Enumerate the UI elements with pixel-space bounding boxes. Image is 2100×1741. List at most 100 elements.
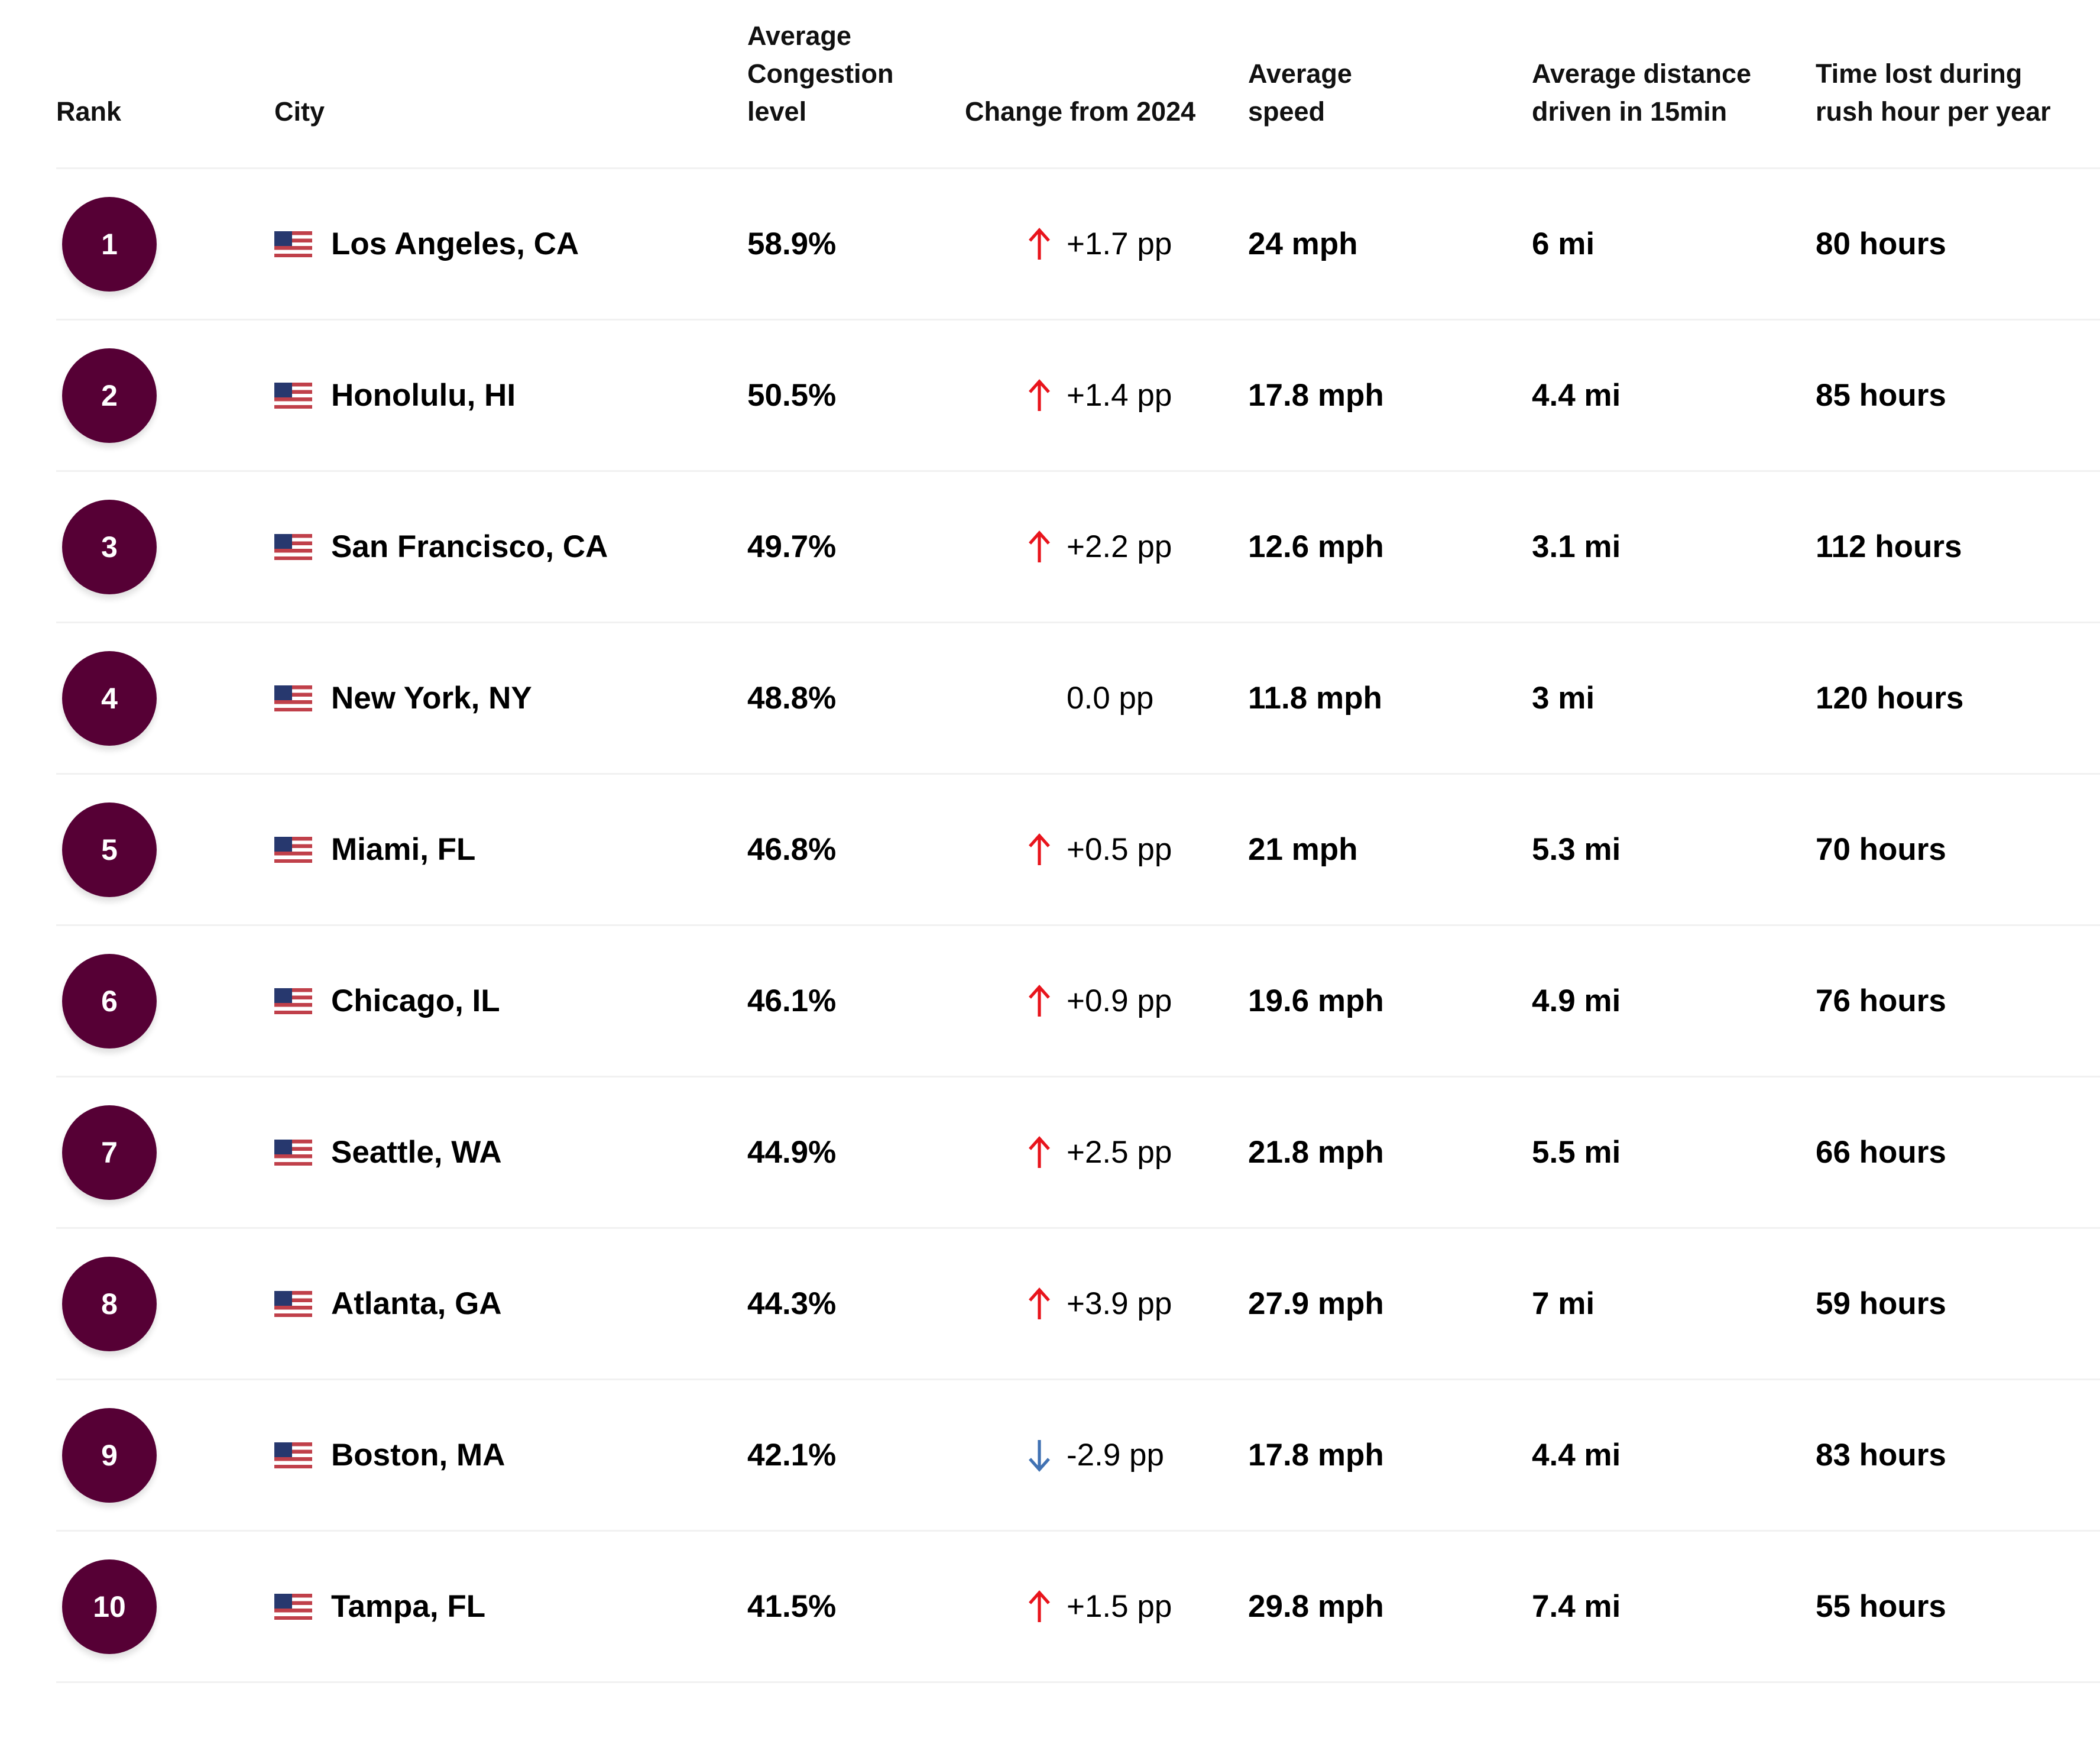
time-lost: 85 hours	[1816, 378, 1946, 413]
congestion-level: 48.8%	[747, 681, 837, 716]
average-speed: 21 mph	[1248, 832, 1358, 867]
city-cell: Miami, FL	[274, 775, 475, 924]
change-cell: 0.0 pp	[1028, 623, 1153, 773]
congestion-level: 44.3%	[747, 1286, 837, 1321]
city-cell: Seattle, WA	[274, 1077, 502, 1227]
change-value: +0.9 pp	[1067, 983, 1172, 1018]
header-city: City	[274, 96, 325, 127]
time-lost: 55 hours	[1816, 1589, 1946, 1624]
rank-badge: 7	[62, 1105, 157, 1200]
time-lost: 76 hours	[1816, 983, 1946, 1018]
header-line: Average	[747, 21, 851, 51]
city-cell: Boston, MA	[274, 1380, 505, 1530]
us-flag-icon	[274, 836, 312, 863]
rank-badge: 3	[62, 500, 157, 594]
header-speed: Average speed	[1248, 55, 1352, 131]
change-value: -2.9 pp	[1067, 1438, 1165, 1473]
table-row: 6 Chicago, IL 46.1% +0.9 pp 19.6 mph 4.9 mi 76…	[56, 926, 2100, 1077]
header-line: Congestion	[747, 59, 894, 89]
city-cell: Chicago, IL	[274, 926, 500, 1076]
average-distance: 3 mi	[1532, 681, 1595, 716]
city-cell: Atlanta, GA	[274, 1229, 502, 1378]
rank-badge: 9	[62, 1408, 157, 1503]
rank-badge: 1	[62, 197, 157, 292]
header-distance: Average distance driven in 15min	[1532, 55, 1751, 131]
average-distance: 5.5 mi	[1532, 1135, 1621, 1170]
change-value: +2.5 pp	[1067, 1135, 1172, 1170]
city-name: New York, NY	[331, 681, 532, 716]
average-distance: 5.3 mi	[1532, 832, 1621, 867]
city-name: Miami, FL	[331, 832, 476, 867]
arrow-up-icon	[1028, 378, 1051, 412]
us-flag-icon	[274, 231, 312, 257]
average-distance: 4.9 mi	[1532, 983, 1621, 1018]
us-flag-icon	[274, 988, 312, 1014]
header-change: Change from 2024	[965, 96, 1196, 127]
rank-badge: 10	[62, 1559, 157, 1654]
congestion-level: 42.1%	[747, 1438, 837, 1473]
table-row: 1 Los Angeles, CA 58.9% +1.7 pp 24 mph 6 mi 80…	[56, 169, 2100, 321]
header-line: Time lost during	[1816, 59, 2023, 89]
city-cell: Tampa, FL	[274, 1532, 485, 1681]
congestion-ranking-table: Rank City Average Congestion level Chang…	[56, 0, 2100, 1683]
city-name: Honolulu, HI	[331, 378, 516, 413]
time-lost: 80 hours	[1816, 226, 1946, 261]
time-lost: 83 hours	[1816, 1438, 1946, 1473]
table-row: 7 Seattle, WA 44.9% +2.5 pp 21.8 mph 5.5 mi 66…	[56, 1077, 2100, 1229]
arrow-up-icon	[1028, 530, 1051, 564]
change-value: +1.4 pp	[1067, 378, 1172, 413]
average-distance: 6 mi	[1532, 226, 1595, 261]
us-flag-icon	[274, 1139, 312, 1166]
header-line: level	[747, 96, 807, 127]
rank-badge: 6	[62, 954, 157, 1049]
table-header: Rank City Average Congestion level Chang…	[56, 0, 2100, 169]
time-lost: 66 hours	[1816, 1135, 1946, 1170]
table-row: 10 Tampa, FL 41.5% +1.5 pp 29.8 mph 7.4 mi 55 …	[56, 1532, 2100, 1683]
congestion-level: 58.9%	[747, 226, 837, 261]
arrow-up-icon	[1028, 1287, 1051, 1321]
average-distance: 4.4 mi	[1532, 378, 1621, 413]
change-cell: +1.5 pp	[1028, 1532, 1172, 1681]
arrow-up-icon	[1028, 1135, 1051, 1169]
arrow-down-icon	[1028, 1439, 1051, 1472]
change-cell: +1.4 pp	[1028, 321, 1172, 470]
city-name: Tampa, FL	[331, 1589, 486, 1624]
change-cell: +1.7 pp	[1028, 169, 1172, 319]
average-speed: 29.8 mph	[1248, 1589, 1384, 1624]
time-lost: 59 hours	[1816, 1286, 1946, 1321]
change-value: +3.9 pp	[1067, 1286, 1172, 1321]
header-line: Average distance	[1532, 59, 1752, 89]
change-cell: -2.9 pp	[1028, 1380, 1164, 1530]
city-cell: Honolulu, HI	[274, 321, 516, 470]
city-cell: New York, NY	[274, 623, 532, 773]
average-speed: 17.8 mph	[1248, 1438, 1384, 1473]
average-speed: 12.6 mph	[1248, 529, 1384, 564]
change-value: 0.0 pp	[1067, 681, 1154, 716]
table-row: 4 New York, NY 48.8% 0.0 pp 11.8 mph 3 mi 120 …	[56, 623, 2100, 775]
arrow-up-icon	[1028, 984, 1051, 1018]
city-name: Atlanta, GA	[331, 1286, 502, 1321]
city-name: Chicago, IL	[331, 983, 500, 1018]
table-row: 9 Boston, MA 42.1% -2.9 pp 17.8 mph 4.4 mi 83 …	[56, 1380, 2100, 1532]
average-speed: 24 mph	[1248, 226, 1358, 261]
header-line: driven in 15min	[1532, 96, 1728, 127]
table-body: 1 Los Angeles, CA 58.9% +1.7 pp 24 mph 6 mi 80…	[56, 169, 2100, 1683]
average-speed: 21.8 mph	[1248, 1135, 1384, 1170]
congestion-level: 46.1%	[747, 983, 837, 1018]
average-distance: 7.4 mi	[1532, 1589, 1621, 1624]
header-line: rush hour per year	[1816, 96, 2051, 127]
rank-badge: 4	[62, 651, 157, 746]
rank-badge: 2	[62, 348, 157, 443]
table-row: 8 Atlanta, GA 44.3% +3.9 pp 27.9 mph 7 mi 59 h…	[56, 1229, 2100, 1380]
us-flag-icon	[274, 1593, 312, 1620]
arrow-up-icon	[1028, 833, 1051, 866]
change-value: +0.5 pp	[1067, 832, 1172, 867]
us-flag-icon	[274, 533, 312, 560]
header-time-lost: Time lost during rush hour per year	[1816, 55, 2051, 131]
time-lost: 112 hours	[1816, 529, 1962, 564]
congestion-level: 50.5%	[747, 378, 837, 413]
city-name: Seattle, WA	[331, 1135, 502, 1170]
time-lost: 120 hours	[1816, 681, 1964, 716]
arrow-up-icon	[1028, 1590, 1051, 1623]
city-name: San Francisco, CA	[331, 529, 608, 564]
